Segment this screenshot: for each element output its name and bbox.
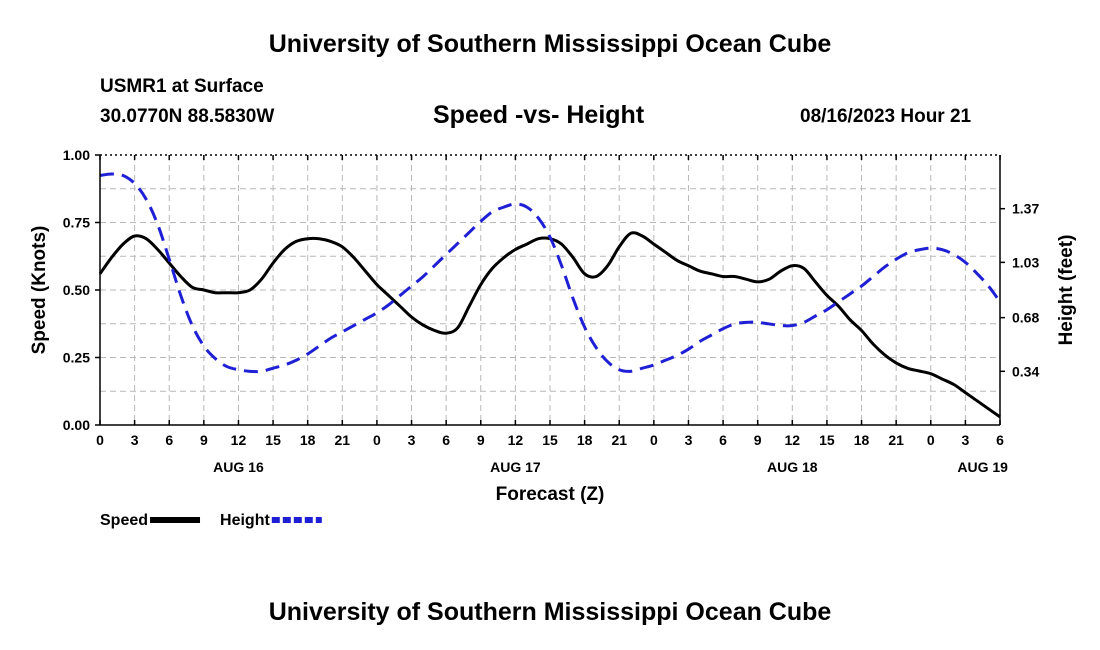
x-tick-label: 0	[650, 432, 658, 448]
y2-tick-label: 0.68	[1012, 310, 1039, 326]
x-date-label: AUG 19	[957, 459, 1008, 475]
y-tick-label: 0.50	[63, 282, 90, 298]
x-tick-label: 3	[685, 432, 693, 448]
y-tick-label: 1.00	[63, 147, 90, 163]
x-tick-label: 9	[200, 432, 208, 448]
x-tick-label: 18	[300, 432, 316, 448]
x-date-label: AUG 18	[767, 459, 818, 475]
x-tick-label: 0	[373, 432, 381, 448]
y2-tick-label: 1.03	[1012, 254, 1039, 270]
x-tick-label: 12	[508, 432, 524, 448]
x-tick-label: 6	[719, 432, 727, 448]
x-date-label: AUG 16	[213, 459, 264, 475]
chart-labels: 0 3 6 9 12 15 18 21 0 3 6 9 12 15 18 21 0 3 6 9 12 15 18 21 0 3 6 A…	[29, 147, 1077, 505]
chart-header-title: University of Southern Mississippi Ocean…	[268, 30, 832, 58]
chart-grid	[99, 155, 1001, 425]
x-axis-title: Forecast (Z)	[496, 484, 605, 505]
x-tick-label: 12	[785, 432, 801, 448]
chart-legend: Speed Height	[100, 512, 322, 529]
station-name: USMR1 at Surface	[100, 76, 264, 97]
x-tick-label: 15	[542, 432, 558, 448]
y2-tick-label: 0.34	[1012, 363, 1039, 379]
x-tick-label: 0	[927, 432, 935, 448]
x-tick-label: 6	[165, 432, 173, 448]
chart-title: Speed -vs- Height	[433, 101, 645, 129]
y-tick-label: 0.25	[63, 350, 90, 366]
series-line-height	[99, 172, 1002, 374]
y2-tick-label: 1.37	[1012, 201, 1039, 217]
chart-series	[98, 172, 1002, 419]
y-axis-title: Speed (Knots)	[29, 226, 50, 355]
legend-label-speed: Speed	[100, 512, 148, 529]
x-tick-label: 15	[819, 432, 835, 448]
x-tick-label: 18	[577, 432, 593, 448]
x-tick-label: 12	[231, 432, 247, 448]
y-tick-label: 0.75	[63, 215, 90, 231]
x-tick-label: 3	[408, 432, 416, 448]
x-tick-label: 9	[477, 432, 485, 448]
x-date-label: AUG 17	[490, 459, 541, 475]
x-tick-label: 18	[854, 432, 870, 448]
y-tick-label: 0.00	[63, 417, 90, 433]
forecast-issue-time: 08/16/2023 Hour 21	[800, 106, 972, 127]
x-tick-label: 15	[265, 432, 281, 448]
legend-label-height: Height	[220, 512, 270, 529]
x-tick-label: 6	[442, 432, 450, 448]
station-coordinates: 30.0770N 88.5830W	[100, 106, 275, 127]
x-tick-label: 21	[611, 432, 627, 448]
chart-footer-title: University of Southern Mississippi Ocean…	[268, 598, 832, 626]
x-tick-label: 21	[335, 432, 351, 448]
x-tick-label: 21	[888, 432, 904, 448]
x-tick-label: 0	[96, 432, 104, 448]
chart-frame	[95, 154, 1005, 426]
x-tick-label: 3	[131, 432, 139, 448]
x-tick-label: 3	[961, 432, 969, 448]
x-tick-label: 6	[996, 432, 1004, 448]
x-tick-label: 9	[754, 432, 762, 448]
y2-axis-title: Height (feet)	[1056, 235, 1077, 346]
